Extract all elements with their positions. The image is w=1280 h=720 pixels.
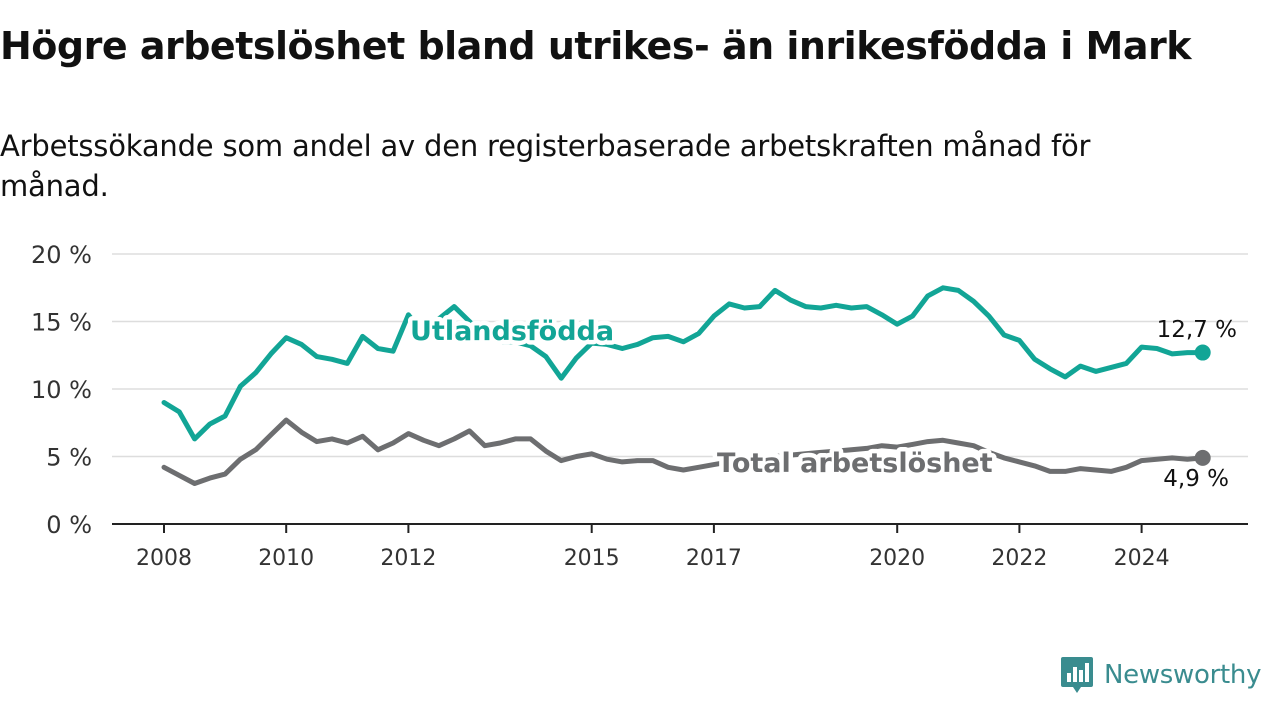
x-tick-label: 2015	[564, 546, 620, 571]
y-tick-label: 0 %	[46, 511, 92, 539]
end-marker-total	[1194, 449, 1211, 466]
x-tick-label: 2012	[380, 546, 436, 571]
series-label-utlandsfodda: Utlandsfödda	[410, 316, 614, 347]
end-value-label-total: 4,9 %	[1163, 466, 1229, 492]
brand-name: Newsworthy	[1104, 660, 1262, 690]
y-tick-label: 10 %	[31, 376, 92, 404]
series-label-total: Total arbetslöshet	[717, 448, 993, 479]
y-tick-label: 5 %	[46, 444, 92, 472]
end-marker-utlandsfodda	[1194, 344, 1211, 361]
newsworthy-logo: Newsworthy	[1060, 655, 1261, 695]
end-value-label-utlandsfodda: 12,7 %	[1157, 317, 1237, 343]
x-tick-label: 2017	[686, 546, 742, 571]
bar-chart-bubble-icon	[1061, 657, 1093, 693]
chart-title: Högre arbetslöshet bland utrikes- än inr…	[0, 24, 1192, 68]
x-tick-label: 2008	[136, 546, 192, 571]
x-tick-label: 2024	[1114, 546, 1170, 571]
x-tick-label: 2010	[258, 546, 314, 571]
y-tick-label: 15 %	[31, 309, 92, 337]
x-tick-label: 2022	[991, 546, 1047, 571]
series-line-total	[161, 417, 1206, 486]
x-tick-label: 2020	[869, 546, 925, 571]
y-tick-label: 20 %	[31, 241, 92, 269]
chart-subtitle: Arbetssökande som andel av den registerb…	[0, 129, 1091, 203]
series-line-utlandsfodda	[161, 285, 1206, 442]
